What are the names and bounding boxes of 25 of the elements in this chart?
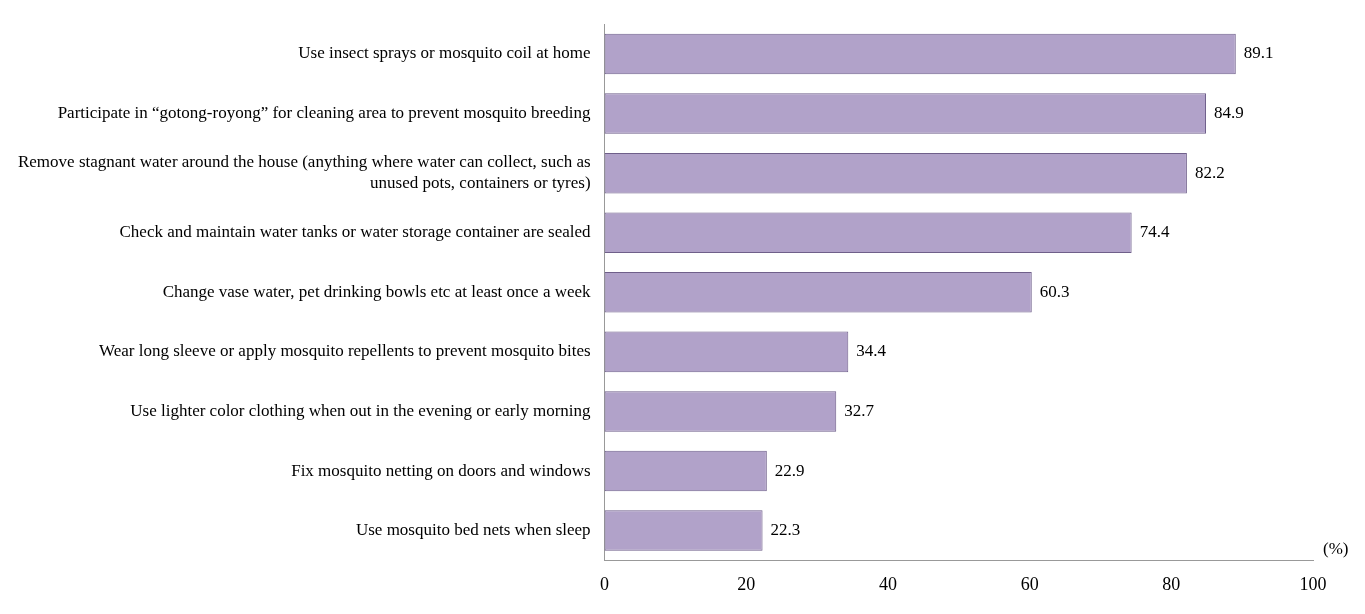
data-label: 74.4	[1139, 222, 1170, 242]
y-tick-label: Remove stagnant water around the house (anything where water can collect, such as unused pots, containers or tyres)	[17, 152, 591, 192]
data-label: 32.7	[844, 400, 875, 420]
x-tick-label: 40	[878, 573, 897, 594]
y-tick-label: Use insect sprays or mosquito coil at home	[298, 43, 591, 63]
data-label: 89.1	[1243, 43, 1274, 63]
data-label: 60.3	[1039, 281, 1070, 301]
y-tick-label: Wear long sleeve or apply mosquito repellents to prevent mosquito bites	[99, 341, 591, 361]
y-tick-label: Check and maintain water tanks or water storage container are sealed	[119, 222, 592, 242]
y-tick-label: Fix mosquito netting on doors and windows	[291, 460, 591, 480]
data-label: 22.3	[770, 520, 801, 540]
y-tick-label: Use lighter color clothing when out in the evening or early morning	[130, 400, 592, 420]
x-tick-label: 20	[737, 573, 756, 594]
x-tick-label: 100	[1299, 573, 1327, 594]
x-tick-label: 60	[1020, 573, 1039, 594]
data-label: 82.2	[1194, 162, 1225, 182]
data-label: 22.9	[774, 460, 805, 480]
y-tick-label: Participate in “gotong-royong” for cleaning area to prevent mosquito breeding	[57, 103, 592, 123]
x-tick-label: 0	[600, 573, 610, 594]
y-tick-label: Use mosquito bed nets when sleep	[355, 520, 591, 540]
data-label: 34.4	[856, 341, 887, 361]
x-axis-title: (%)	[1323, 539, 1349, 559]
data-label: 84.9	[1214, 103, 1244, 123]
x-tick-label: 80	[1162, 573, 1181, 594]
y-tick-label: Change vase water, pet drinking bowls etc at least once a week	[162, 281, 592, 301]
